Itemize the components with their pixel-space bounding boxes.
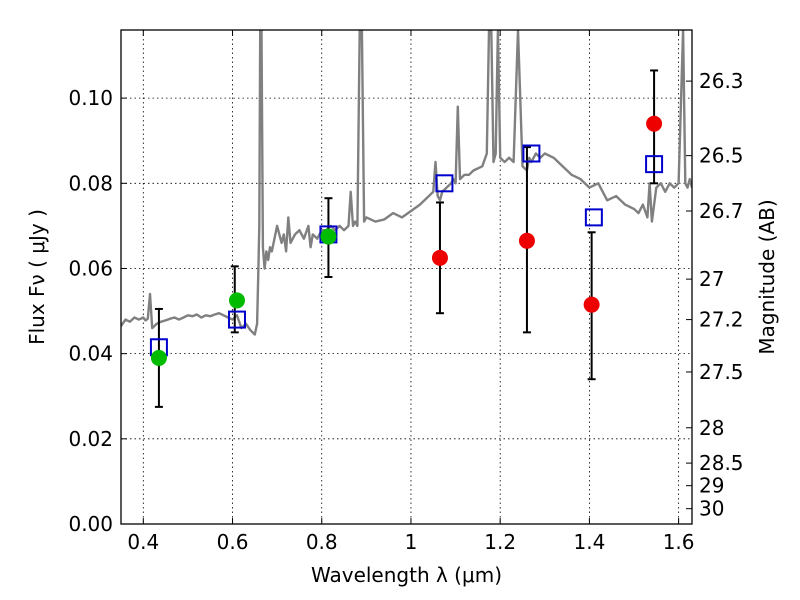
red-data-point [518,232,535,249]
spectrum-line [121,30,692,336]
right-y-tick-label: 29 [699,474,724,498]
right-y-tick-label: 27.5 [699,360,744,384]
square-marker [227,310,246,329]
red-data-point [646,115,663,132]
circle-markers-layer [150,115,663,366]
tick-labels: 0.4 0.6 0.8 1 1.2 1.4 1.6 0.00 0.02 0.04 0.06 0.08 0… [68,69,743,554]
right-y-axis-label: Magnitude (AB) [755,199,779,354]
right-y-tick-label: 26.5 [699,144,744,168]
x-tick-label: 1.4 [573,530,605,554]
green-data-point [320,228,337,245]
y-tick-label: 0.10 [68,86,113,110]
y-tick-label: 0.02 [68,427,113,451]
x-tick-label: 1.6 [663,530,695,554]
y-tick-label: 0.00 [68,512,113,536]
right-y-tick-label: 30 [699,497,724,521]
right-y-tick-label: 26.3 [699,69,744,93]
tick-marks [121,30,692,525]
x-axis-label: Wavelength λ (μm) [311,563,502,587]
x-tick-label: 0.4 [127,530,159,554]
y-tick-label: 0.04 [68,342,113,366]
right-y-tick-label: 26.7 [699,199,744,223]
right-y-tick-label: 28 [699,416,724,440]
x-tick-label: 0.6 [217,530,249,554]
right-y-tick-label: 28.5 [699,451,744,475]
square-marker [522,144,541,163]
square-marker [645,155,664,174]
y-axis-label: Flux Fν ( μJy ) [25,209,49,345]
y-tick-label: 0.06 [68,256,113,280]
square-marker [584,208,603,227]
red-data-point [431,249,448,266]
square-markers-layer [149,144,664,357]
green-data-point [150,349,167,366]
y-tick-label: 0.08 [68,171,113,195]
x-tick-label: 1 [405,530,418,554]
green-data-point [228,292,245,309]
right-y-tick-label: 27 [699,267,724,291]
square-marker [435,174,454,193]
x-tick-label: 0.8 [306,530,338,554]
plot-frame [120,29,693,525]
x-tick-label: 1.2 [484,530,516,554]
right-y-tick-label: 27.2 [699,308,744,332]
spectrum-layer [121,30,692,336]
red-data-point [583,296,600,313]
